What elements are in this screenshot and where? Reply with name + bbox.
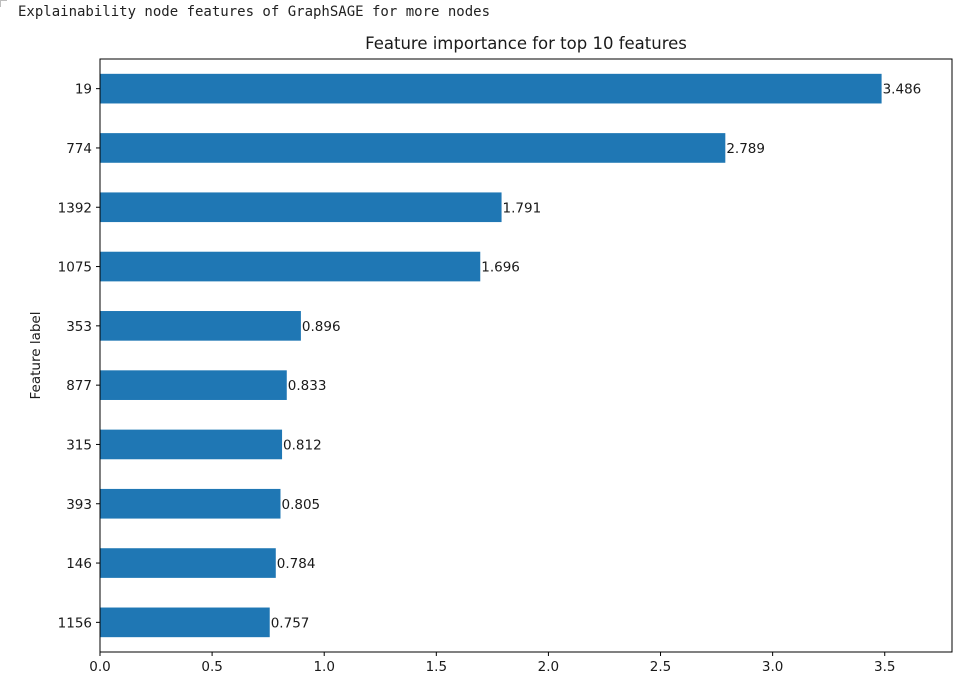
bars-group: 3.486 2.789 1.791 1.696 0.896 0.833 0.812 0.805… [100, 73, 922, 638]
data-label-1156: 0.757 [271, 615, 310, 631]
x-tick-label-1: 0.5 [201, 659, 222, 675]
y-axis-ticks: 19 774 1392 1075 353 877 315 393 146 1156 [58, 82, 100, 631]
data-label-393: 0.805 [281, 497, 320, 513]
bar-1156 [100, 607, 270, 638]
data-label-353: 0.896 [302, 319, 341, 335]
y-tick-label-1392: 1392 [58, 200, 92, 216]
data-label-146: 0.784 [277, 556, 316, 572]
bar-1392 [100, 192, 502, 223]
output-cell-marker [0, 0, 7, 7]
bar-353 [100, 311, 301, 341]
bar-774 [100, 133, 726, 163]
y-tick-label-1156: 1156 [58, 615, 92, 631]
data-label-1392: 1.791 [503, 200, 542, 216]
y-tick-label-774: 774 [66, 141, 92, 157]
data-label-774: 2.789 [726, 141, 765, 157]
bar-19 [100, 73, 882, 104]
y-tick-label-19: 19 [75, 82, 92, 98]
data-label-877: 0.833 [288, 378, 327, 394]
data-label-315: 0.812 [283, 437, 322, 453]
x-tick-label-7: 3.5 [874, 659, 895, 675]
x-tick-label-2: 1.0 [313, 659, 334, 675]
output-text: Explainability node features of GraphSAG… [18, 4, 491, 20]
y-tick-label-393: 393 [66, 497, 92, 513]
x-tick-label-0: 0.0 [89, 659, 110, 675]
chart-title: Feature importance for top 10 features [365, 34, 687, 53]
x-tick-label-5: 2.5 [650, 659, 671, 675]
bar-315 [100, 429, 283, 460]
y-tick-label-1075: 1075 [58, 260, 92, 276]
bar-1075 [100, 251, 481, 282]
y-tick-label-315: 315 [66, 437, 92, 453]
y-tick-label-877: 877 [66, 378, 92, 394]
x-tick-label-3: 1.5 [426, 659, 447, 675]
bar-146 [100, 548, 276, 578]
x-axis-ticks: 0.0 0.5 1.0 1.5 2.0 2.5 3.0 3.5 [89, 652, 895, 675]
y-tick-label-353: 353 [66, 319, 92, 335]
data-label-1075: 1.696 [481, 260, 520, 276]
data-label-19: 3.486 [883, 82, 922, 98]
y-tick-label-146: 146 [66, 556, 92, 572]
bar-393 [100, 488, 281, 519]
plot-frame [99, 58, 953, 653]
x-tick-label-6: 3.0 [762, 659, 783, 675]
bar-877 [100, 370, 287, 400]
x-tick-label-4: 2.0 [538, 659, 559, 675]
y-axis-label: Feature label [28, 312, 44, 400]
